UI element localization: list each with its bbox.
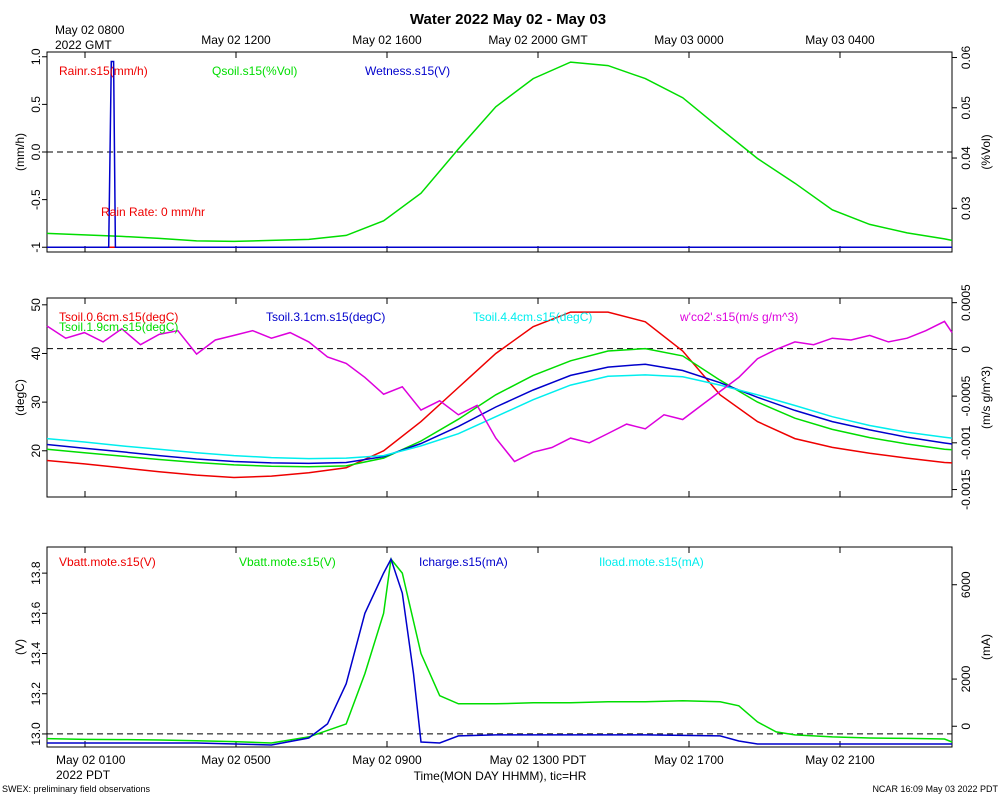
legend-entry: Wetness.s15(V) [365,64,450,78]
battery-current-panel: 13.0 13.2 13.4 13.6 13.8 (V) 0 2000 6000 (mA) Vbat… [13,546,993,748]
legend-entry: w'co2'.s15(m/s g/m^3) [679,310,798,324]
bottom-axis-first-label-line2: 2022 PDT [56,768,111,782]
x-axis-title: Time(MON DAY HHMM), tic=HR [414,769,587,783]
series-line-w-co2-s15-m-s-g-m-3- [46,320,953,463]
series-line-wetness-s15-v- [47,60,952,248]
left-axis-title: (V) [13,639,27,655]
footer-left: SWEX: preliminary field observations [2,784,151,794]
left-tick-label: -1 [29,242,43,253]
bottom-axis-first-label-line1: May 02 0100 [56,753,126,767]
left-tick-label: 40 [29,346,43,360]
right-tick-label: 2000 [959,665,973,692]
series-line-vbatt-mote-s15-v- [46,557,953,744]
legend-entry: Tsoil.1.9cm.s15(degC) [59,320,178,334]
left-tick-label: 50 [29,298,43,312]
right-tick-label: 0 [959,346,973,353]
legend-entry: Tsoil.0.6cm.s15(degC) [59,310,178,324]
bottom-axis-label: May 02 0500 [201,753,271,767]
series-line-icharge-s15-ma- [47,557,952,746]
left-tick-label: 13.6 [29,601,43,625]
left-tick-label: 0.0 [29,143,43,160]
series-line-tsoil-0-6cm-s15-degc- [46,311,953,479]
right-tick-label: -0.0015 [959,469,973,510]
right-tick-label: -0.001 [959,425,973,459]
left-tick-label: 13.8 [29,561,43,585]
top-axis-label: May 03 0000 [654,33,724,47]
footer-right: NCAR 16:09 May 03 2022 PDT [872,784,998,794]
right-axis-title: (%Vol) [979,134,993,169]
right-tick-label: 0.06 [959,46,973,70]
right-axis-title: (mA) [979,634,993,660]
right-axis-title: (m/s g/m^3) [979,366,993,429]
left-axis-title: (degC) [13,379,27,416]
legend-entry: Icharge.s15(mA) [419,555,508,569]
legend-entry: Vbatt.mote.s15(V) [239,555,336,569]
series-line-tsoil-3-1cm-s15-degc- [46,363,953,465]
left-tick-label: 13.0 [29,722,43,746]
top-axis-label: May 03 0400 [805,33,875,47]
left-tick-label: 13.2 [29,682,43,706]
chart-title: Water 2022 May 02 - May 03 [410,11,606,28]
bottom-axis-label: May 02 1700 [654,753,724,767]
right-tick-label: 0.0005 [959,284,973,321]
right-tick-label: -0.0005 [959,375,973,416]
legend-entry: Iload.mote.s15(mA) [599,555,704,569]
legend-entry: Rainr.s15(mm/h) [59,64,148,78]
right-tick-label: 0.04 [959,146,973,170]
right-tick-label: 0.03 [959,196,973,220]
series-line-tsoil-4-4cm-s15-degc- [46,374,953,460]
plot-frame [46,297,953,498]
series-line-qsoil-s15-vol- [46,61,953,243]
bottom-axis-label: May 02 2100 [805,753,875,767]
left-axis-title: (mm/h) [13,133,27,171]
left-tick-label: 30 [29,395,43,409]
top-axis-label: May 02 1600 [352,33,422,47]
bottom-axis-label: May 02 1300 PDT [490,753,587,767]
legend-entry: Tsoil.3.1cm.s15(degC) [266,310,385,324]
legend-entry: Qsoil.s15(%Vol) [212,64,297,78]
plot-frame [46,546,953,748]
soil-temperature-panel: 20 30 40 50 (degC) -0.0015 -0.001 -0.0005 0 0.000… [13,284,993,510]
bottom-axis-label: May 02 0900 [352,753,422,767]
rain-rate-annotation: Rain Rate: 0 mm/hr [101,205,205,219]
top-axis-label: May 02 2000 GMT [488,33,588,47]
left-tick-label: 0.5 [29,96,43,113]
top-axis-first-label-line1: May 02 0800 [55,23,125,37]
top-axis-label: May 02 1200 [201,33,271,47]
right-tick-label: 0 [959,723,973,730]
right-tick-label: 0.05 [959,96,973,120]
top-axis-first-label-line2: 2022 GMT [55,38,112,52]
legend-entry: Tsoil.4.4cm.s15(degC) [473,310,592,324]
left-tick-label: -0.5 [29,189,43,210]
series-line-tsoil-1-9cm-s15-degc- [46,347,953,468]
legend-entry: Vbatt.mote.s15(V) [59,555,156,569]
water-rain-panel: -1 -0.5 0.0 0.5 1.0 (mm/h) 0.03 0.04 0.05 0.06 (%V… [13,46,993,253]
right-tick-label: 6000 [959,571,973,598]
left-tick-label: 1.0 [29,48,43,65]
left-tick-label: 20 [29,444,43,458]
left-tick-label: 13.4 [29,642,43,666]
